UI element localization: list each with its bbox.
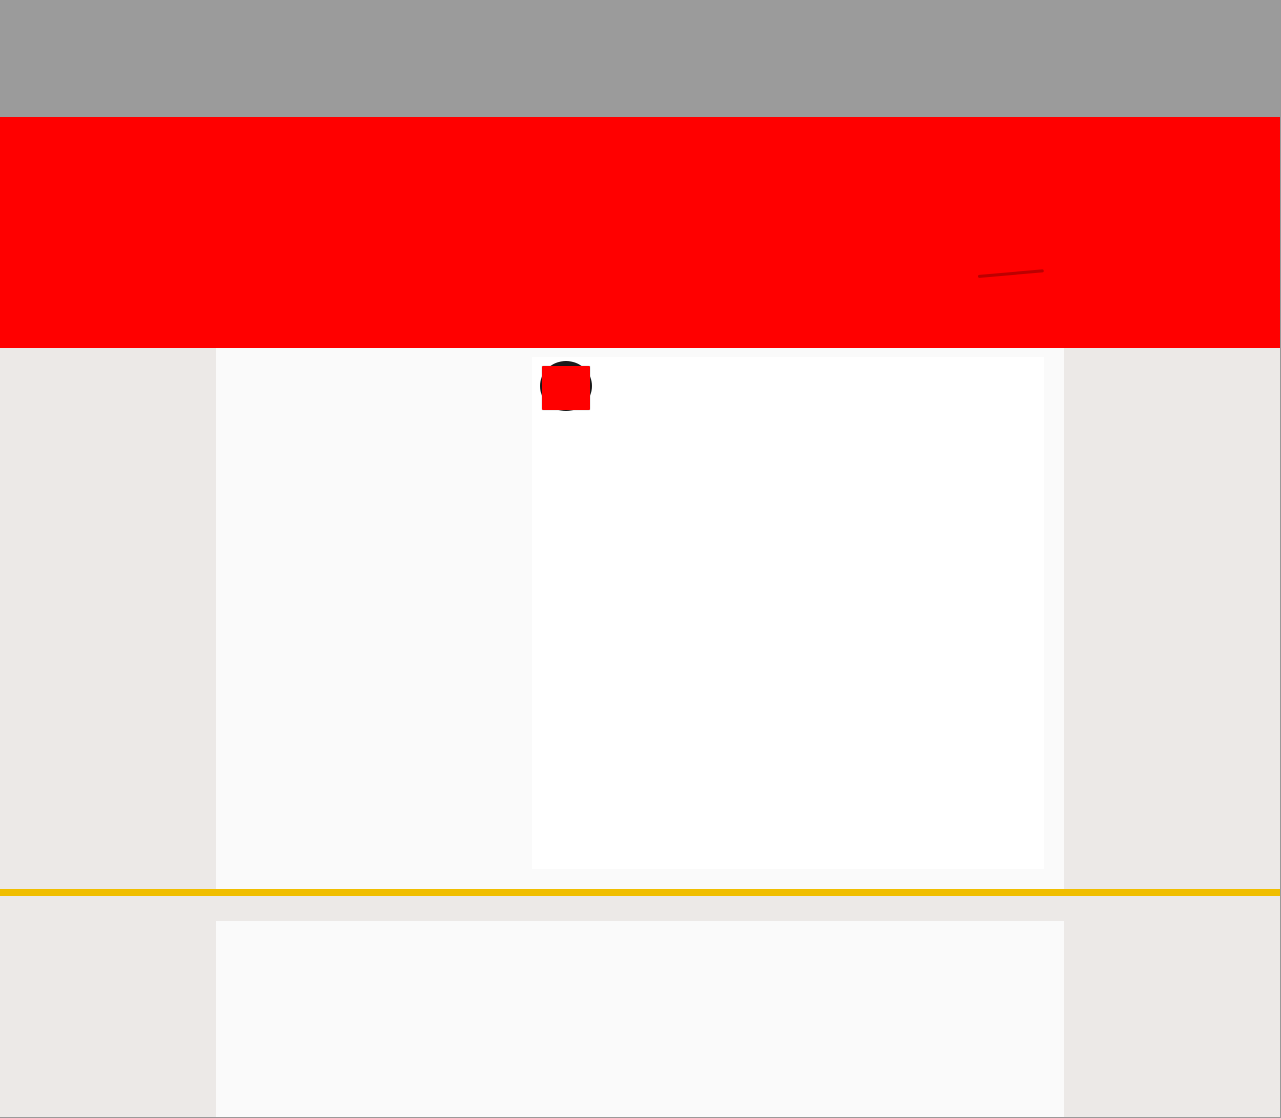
content-panel	[216, 348, 1064, 889]
top-bar	[0, 0, 1280, 117]
lower-panel	[216, 921, 1064, 1117]
section-divider	[0, 889, 1280, 896]
red-square-badge-icon	[542, 366, 590, 410]
hero-decorative-stroke	[977, 269, 1044, 278]
media-card[interactable]	[532, 357, 1044, 869]
hero-banner	[0, 117, 1280, 348]
